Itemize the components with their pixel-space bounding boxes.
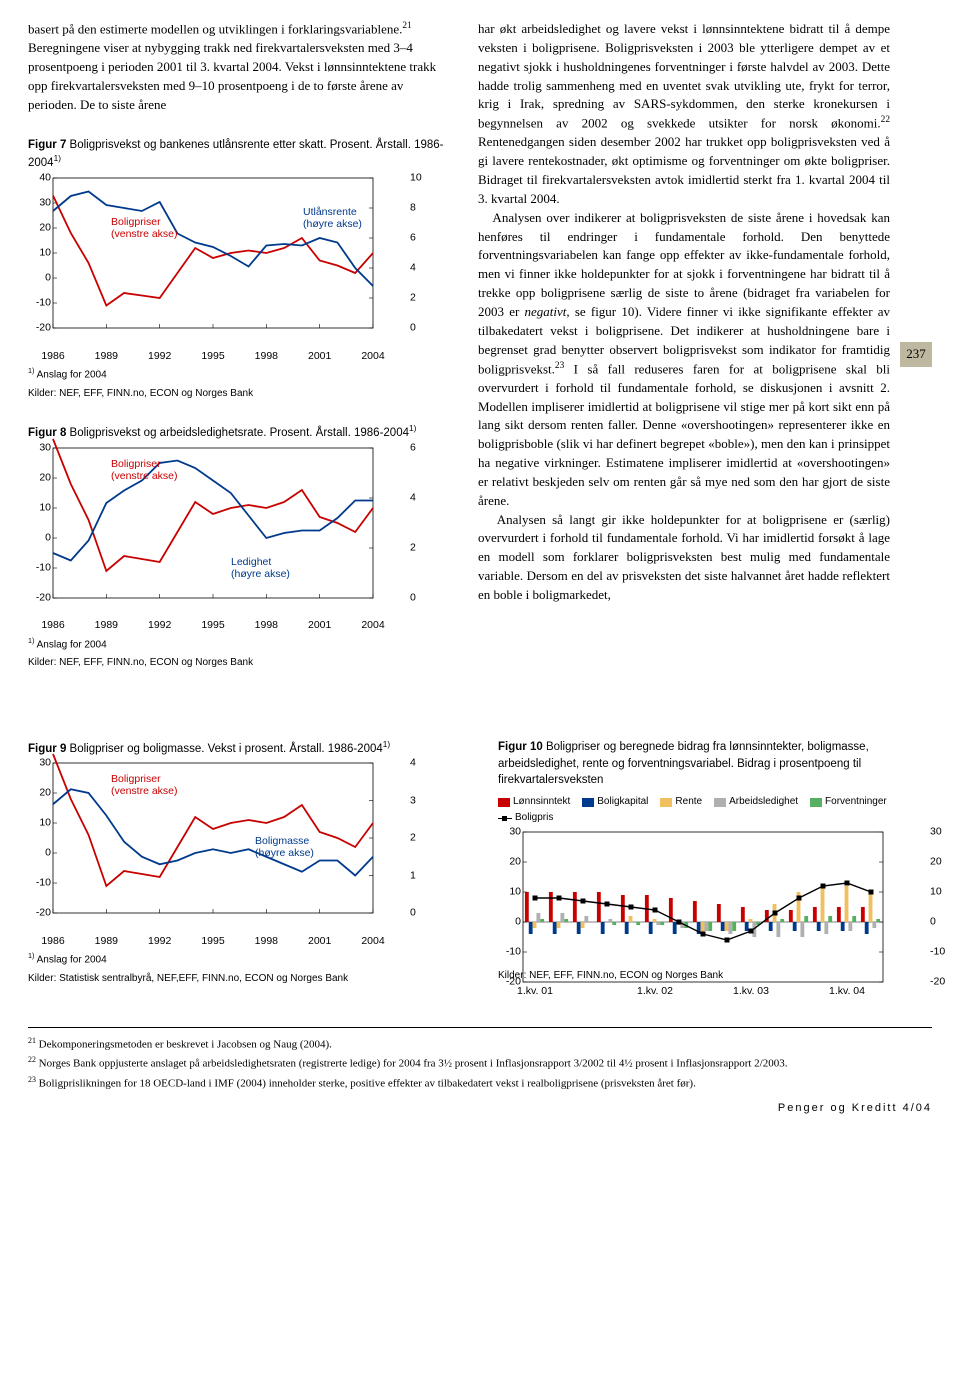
- figure-8-footnote-1: 1) Anslag for 2004: [28, 636, 448, 653]
- footnote-23: 23 Boligprislikningen for 18 OECD-land i…: [28, 1075, 932, 1092]
- footnote-21: 21 Dekomponeringsmetoden er beskrevet i …: [28, 1036, 932, 1053]
- left-intro-para: basert på den estimerte modellen og utvi…: [28, 20, 448, 115]
- figure-9-footnote-2: Kilder: Statistisk sentralbyrå, NEF,EFF,…: [28, 972, 468, 987]
- page-footer: Penger og Kreditt 4/04: [28, 1101, 932, 1117]
- figure-7-footnote-2: Kilder: NEF, EFF, FINN.no, ECON og Norge…: [28, 387, 448, 402]
- figure-9-title: Figur 9 Boligpriser og boligmasse. Vekst…: [28, 739, 468, 758]
- footnotes: 21 Dekomponeringsmetoden er beskrevet i …: [28, 1036, 932, 1092]
- figure-7-footnote-1: 1) Anslag for 2004: [28, 366, 448, 383]
- page-number: 237: [900, 20, 932, 689]
- figure-7-title: Figur 7 Boligprisvekst og bankenes utlån…: [28, 137, 448, 172]
- right-body-text: har økt arbeidsledighet og lavere vekst …: [478, 20, 890, 689]
- figure-10: Figur 10 Boligpriser og beregnede bidrag…: [498, 739, 932, 984]
- footnote-22: 22 Norges Bank oppjusterte anslaget på a…: [28, 1055, 932, 1072]
- figure-10-title: Figur 10 Boligpriser og beregnede bidrag…: [498, 739, 932, 789]
- figure-8-title: Figur 8 Boligprisvekst og arbeidsledighe…: [28, 423, 448, 442]
- figure-8: Figur 8 Boligprisvekst og arbeidsledighe…: [28, 423, 448, 671]
- figure-9-footnote-1: 1) Anslag for 2004: [28, 951, 468, 968]
- figure-8-footnote-2: Kilder: NEF, EFF, FINN.no, ECON og Norge…: [28, 656, 448, 671]
- figure-9: Figur 9 Boligpriser og boligmasse. Vekst…: [28, 739, 468, 987]
- figure-7: Figur 7 Boligprisvekst og bankenes utlån…: [28, 137, 448, 402]
